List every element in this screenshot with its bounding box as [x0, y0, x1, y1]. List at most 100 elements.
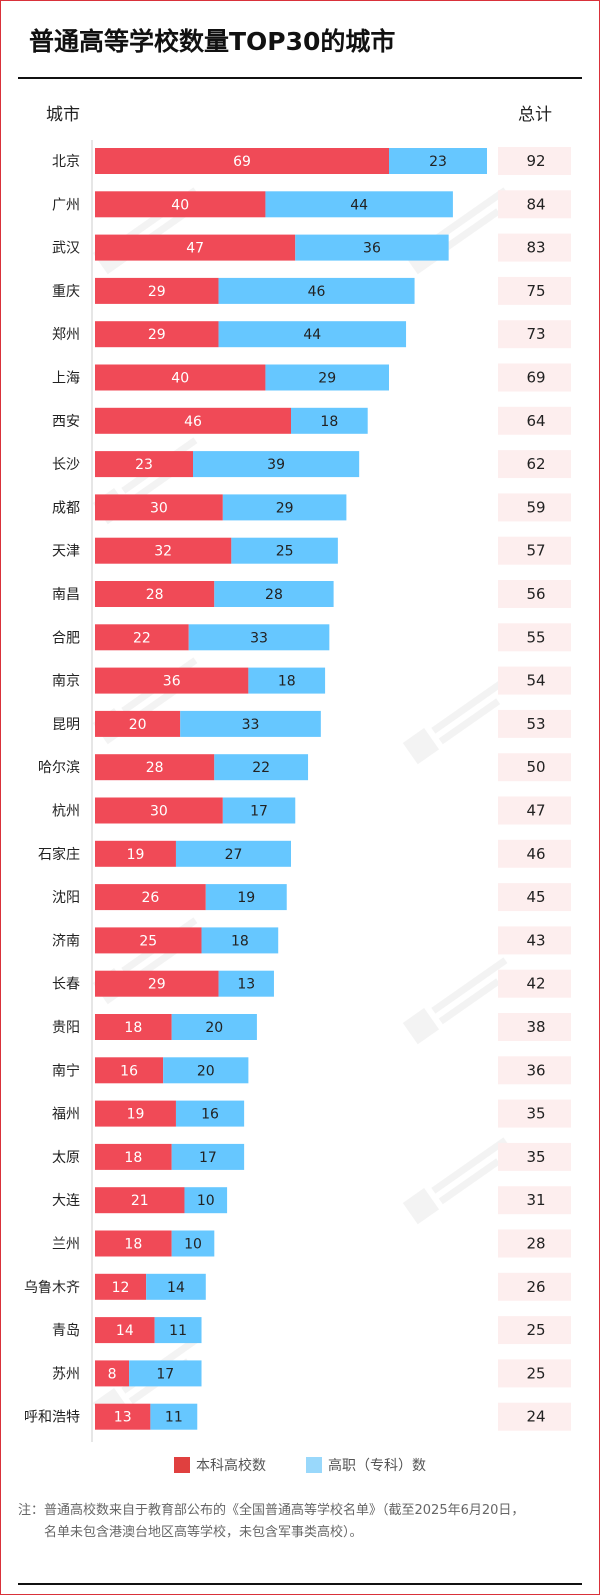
bar-value-label: 32 — [154, 544, 172, 560]
bar-value-label: 18 — [124, 1020, 142, 1036]
bar-segment-vocational — [214, 754, 309, 781]
bar-segment-undergrad — [95, 884, 206, 911]
legend-swatch — [306, 1457, 322, 1473]
bar-segment-undergrad — [95, 797, 223, 824]
legend-item-vocational: 高职（专科）数 — [306, 1455, 426, 1475]
bar-value-label: 30 — [150, 500, 168, 516]
city-column-header: 城市 — [46, 105, 80, 125]
bar-segment-vocational — [222, 797, 296, 824]
bar-value-label: 29 — [318, 371, 336, 387]
total-box — [498, 320, 571, 349]
total-value: 83 — [526, 239, 545, 257]
bar-segment-vocational — [295, 234, 449, 261]
city-label: 沈阳 — [52, 890, 80, 906]
bar-value-label: 25 — [276, 544, 294, 560]
bar-segment-undergrad — [95, 277, 219, 304]
bar-value-label: 14 — [116, 1323, 134, 1339]
bar-segment-undergrad — [95, 191, 266, 218]
bar-segment-vocational — [163, 1057, 249, 1084]
city-label: 青岛 — [52, 1323, 80, 1339]
bar-segment-undergrad — [95, 1273, 147, 1300]
total-box — [498, 839, 571, 868]
bar-value-label: 28 — [146, 760, 164, 776]
total-value: 59 — [526, 498, 545, 516]
bar-value-label: 39 — [267, 457, 285, 473]
city-label: 广州 — [52, 197, 80, 213]
total-value: 75 — [526, 282, 545, 300]
footnote-line-1: 注：普通高校数来自于教育部公布的《全国普通高等学校名单》（截至2025年6月20… — [18, 1503, 525, 1518]
bar-segment-vocational — [214, 581, 334, 607]
bar-value-label: 19 — [237, 890, 255, 906]
bar-segment-vocational — [171, 1143, 245, 1170]
total-value: 38 — [526, 1018, 545, 1036]
bar-segment-undergrad — [95, 148, 389, 174]
bar-segment-vocational — [218, 277, 415, 304]
bar-value-label: 29 — [148, 327, 166, 343]
bar-segment-vocational — [218, 321, 407, 348]
bar-value-label: 14 — [167, 1280, 185, 1296]
total-value: 31 — [526, 1191, 545, 1209]
bar-value-label: 44 — [350, 197, 368, 213]
bar-value-label: 30 — [150, 804, 168, 820]
total-box — [498, 883, 571, 912]
bar-segment-undergrad — [95, 1317, 155, 1344]
total-value: 42 — [526, 975, 545, 993]
watermark-logo — [402, 957, 508, 1045]
bar-segment-vocational — [222, 494, 347, 521]
bar-value-label: 36 — [363, 241, 381, 257]
bar-segment-undergrad — [95, 407, 291, 434]
bar-segment-vocational — [171, 1230, 215, 1257]
total-value: 47 — [526, 802, 545, 820]
footnote: 注：普通高校数来自于教育部公布的《全国普通高等学校名单》（截至2025年6月20… — [18, 1500, 588, 1544]
total-value: 25 — [526, 1321, 545, 1339]
bar-value-label: 18 — [320, 414, 338, 430]
bar-value-label: 28 — [146, 587, 164, 603]
bar-segment-vocational — [171, 1014, 257, 1040]
bar-segment-vocational — [201, 927, 279, 954]
bar-segment-vocational — [265, 191, 453, 218]
bar-segment-undergrad — [95, 321, 219, 348]
city-label: 郑州 — [52, 327, 80, 343]
bar-value-label: 16 — [120, 1063, 138, 1079]
bar-segment-undergrad — [95, 494, 223, 521]
bar-segment-undergrad — [95, 1187, 185, 1214]
city-label: 西安 — [52, 414, 80, 430]
city-label: 北京 — [52, 154, 80, 170]
total-value: 24 — [526, 1408, 545, 1426]
total-box — [498, 623, 571, 652]
bar-segment-vocational — [389, 148, 487, 174]
total-value: 26 — [526, 1278, 545, 1296]
bar-segment-undergrad — [95, 537, 232, 564]
city-label: 成都 — [52, 500, 80, 516]
bar-value-label: 19 — [127, 847, 145, 863]
bar-segment-undergrad — [95, 927, 202, 954]
bar-segment-vocational — [188, 624, 330, 651]
bar-segment-vocational — [265, 364, 389, 391]
bar-value-label: 18 — [231, 933, 249, 949]
bar-value-label: 25 — [139, 933, 157, 949]
bar-segment-undergrad — [95, 1100, 176, 1127]
city-label: 福州 — [52, 1107, 80, 1123]
bar-segment-undergrad — [95, 667, 249, 694]
bar-segment-vocational — [150, 1403, 198, 1430]
bar-segment-vocational — [248, 667, 326, 694]
bar-segment-undergrad — [95, 581, 215, 607]
bar-segment-vocational — [129, 1360, 202, 1387]
bar-segment-vocational — [218, 970, 274, 997]
city-label: 武汉 — [52, 241, 80, 257]
total-box — [498, 406, 571, 435]
total-box — [498, 493, 571, 522]
total-box — [498, 1316, 571, 1345]
bar-value-label: 46 — [308, 284, 326, 300]
total-box — [498, 1272, 571, 1301]
bar-segment-vocational — [184, 1187, 228, 1214]
bar-segment-undergrad — [95, 710, 181, 737]
bar-value-label: 23 — [429, 154, 447, 170]
city-label: 贵阳 — [52, 1020, 80, 1036]
bar-value-label: 20 — [129, 717, 147, 733]
bar-value-label: 23 — [135, 457, 153, 473]
city-label: 南昌 — [52, 587, 80, 603]
bar-segment-undergrad — [95, 1014, 172, 1040]
bar-segment-undergrad — [95, 451, 193, 478]
city-label: 杭州 — [52, 804, 80, 820]
